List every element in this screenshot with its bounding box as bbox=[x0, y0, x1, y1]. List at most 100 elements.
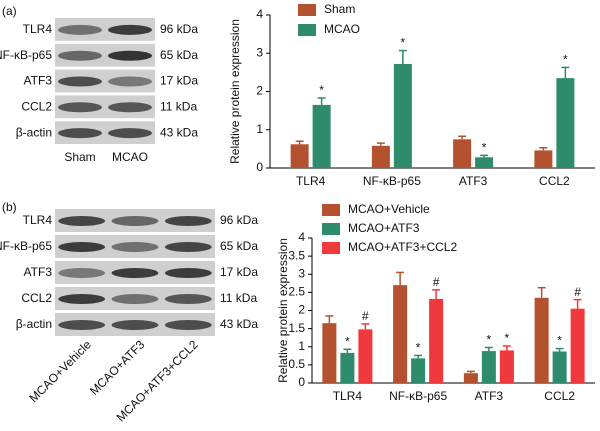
bar bbox=[411, 358, 426, 383]
blot-row-label: NF-κB-p65 bbox=[0, 239, 52, 253]
blot-band bbox=[58, 320, 106, 330]
bar bbox=[481, 351, 496, 383]
bar bbox=[534, 150, 553, 168]
blot-size-label: 11 kDa bbox=[160, 99, 197, 113]
y-tick-label: 3 bbox=[256, 45, 263, 59]
panel-label: (b) bbox=[2, 200, 17, 214]
bar bbox=[340, 352, 355, 383]
blot-strip bbox=[55, 121, 155, 144]
blot-size-label: 17 kDa bbox=[160, 74, 198, 88]
blot-strip bbox=[55, 43, 155, 67]
x-tick-label: CCL2 bbox=[544, 389, 575, 403]
blot-band bbox=[58, 128, 102, 139]
blot-row-label: β-actin bbox=[16, 317, 52, 331]
blot-band bbox=[164, 268, 212, 278]
blot-band bbox=[108, 76, 152, 87]
y-tick-label: 4 bbox=[256, 7, 263, 21]
legend-swatch bbox=[322, 242, 340, 254]
blot-band bbox=[108, 50, 152, 61]
blot-row-label: CCL2 bbox=[21, 99, 52, 113]
blot-band bbox=[58, 24, 102, 35]
blot-band bbox=[164, 320, 212, 330]
blot-band bbox=[164, 216, 212, 226]
legend-swatch bbox=[298, 4, 316, 16]
bar bbox=[393, 63, 412, 168]
blot-band bbox=[58, 242, 106, 252]
y-tick-label: 3 bbox=[298, 266, 305, 280]
x-tick-label: TLR4 bbox=[296, 174, 326, 188]
y-tick-label: 0 bbox=[298, 375, 305, 389]
legend-swatch bbox=[322, 223, 340, 235]
y-tick-label: 4 bbox=[298, 230, 305, 244]
significance-marker: * bbox=[557, 334, 562, 348]
bar bbox=[534, 297, 549, 383]
blot-size-label: 43 kDa bbox=[160, 125, 198, 139]
bar bbox=[499, 350, 514, 383]
blot-size-label: 65 kDa bbox=[160, 48, 198, 62]
blot-row-label: TLR4 bbox=[23, 213, 53, 227]
blot-band bbox=[108, 24, 152, 35]
blot-size-label: 65 kDa bbox=[220, 239, 258, 253]
lane-label: MCAO+Vehicle bbox=[26, 337, 94, 405]
blot-band bbox=[111, 242, 159, 252]
y-axis-label: Relative protein expression bbox=[276, 238, 290, 383]
x-tick-label: TLR4 bbox=[333, 389, 363, 403]
bar bbox=[358, 329, 373, 383]
blot-row-label: β-actin bbox=[16, 125, 52, 139]
legend-label: MCAO+ATF3 bbox=[348, 221, 420, 235]
blot-row-label: TLR4 bbox=[23, 22, 53, 36]
blot-band bbox=[164, 294, 212, 304]
blot-row-label: ATF3 bbox=[24, 74, 53, 88]
legend-swatch bbox=[298, 24, 316, 36]
blot-size-label: 96 kDa bbox=[220, 213, 258, 227]
y-tick-label: 1.5 bbox=[288, 321, 305, 335]
blot-size-label: 43 kDa bbox=[220, 317, 258, 331]
blot-size-label: 96 kDa bbox=[160, 22, 198, 36]
x-tick-label: CCL2 bbox=[539, 174, 570, 188]
x-tick-label: ATF3 bbox=[459, 174, 488, 188]
significance-marker: * bbox=[505, 331, 510, 345]
bar bbox=[556, 78, 575, 168]
blot-band bbox=[111, 216, 159, 226]
significance-marker: * bbox=[563, 53, 568, 67]
blot-band bbox=[58, 268, 106, 278]
blot-band bbox=[108, 128, 152, 139]
blot-band bbox=[58, 294, 106, 304]
legend-label: Sham bbox=[324, 2, 355, 16]
bar bbox=[290, 144, 309, 168]
bar bbox=[453, 139, 472, 168]
significance-marker: * bbox=[487, 333, 492, 347]
y-tick-label: 2 bbox=[256, 84, 263, 98]
y-tick-label: 3.5 bbox=[288, 248, 305, 262]
y-tick-label: 0 bbox=[256, 160, 263, 174]
bar bbox=[552, 351, 567, 383]
blot-strip bbox=[55, 95, 155, 119]
significance-marker: * bbox=[482, 141, 487, 155]
significance-marker: * bbox=[401, 36, 406, 50]
y-tick-label: 1 bbox=[256, 122, 263, 136]
legend-swatch bbox=[322, 204, 340, 216]
blot-strip bbox=[55, 18, 155, 41]
legend-label: MCAO+ATF3+CCL2 bbox=[348, 240, 457, 254]
blot-band bbox=[111, 268, 159, 278]
blot-size-label: 11 kDa bbox=[220, 291, 257, 305]
y-tick-label: 0.5 bbox=[288, 357, 305, 371]
y-tick-label: 2.5 bbox=[288, 285, 305, 299]
bar bbox=[429, 298, 444, 383]
significance-marker: # bbox=[433, 275, 440, 289]
bar bbox=[475, 157, 494, 168]
blot-band bbox=[58, 102, 102, 113]
x-tick-label: NF-κB-p65 bbox=[389, 389, 447, 403]
significance-marker: * bbox=[416, 341, 421, 355]
lane-label: MCAO bbox=[112, 150, 148, 164]
significance-marker: # bbox=[362, 309, 369, 323]
y-tick-label: 2 bbox=[298, 303, 305, 317]
lane-label: Sham bbox=[64, 150, 95, 164]
bar bbox=[393, 285, 408, 383]
blot-band bbox=[108, 102, 152, 113]
y-tick-label: 1 bbox=[298, 339, 305, 353]
blot-row-label: NF-κB-p65 bbox=[0, 48, 52, 62]
bar bbox=[322, 323, 337, 383]
blot-band bbox=[111, 320, 159, 330]
